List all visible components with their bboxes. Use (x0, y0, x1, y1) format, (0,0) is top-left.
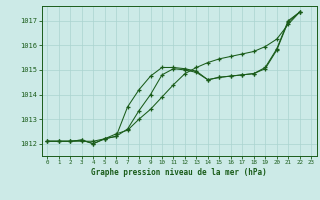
X-axis label: Graphe pression niveau de la mer (hPa): Graphe pression niveau de la mer (hPa) (91, 168, 267, 177)
